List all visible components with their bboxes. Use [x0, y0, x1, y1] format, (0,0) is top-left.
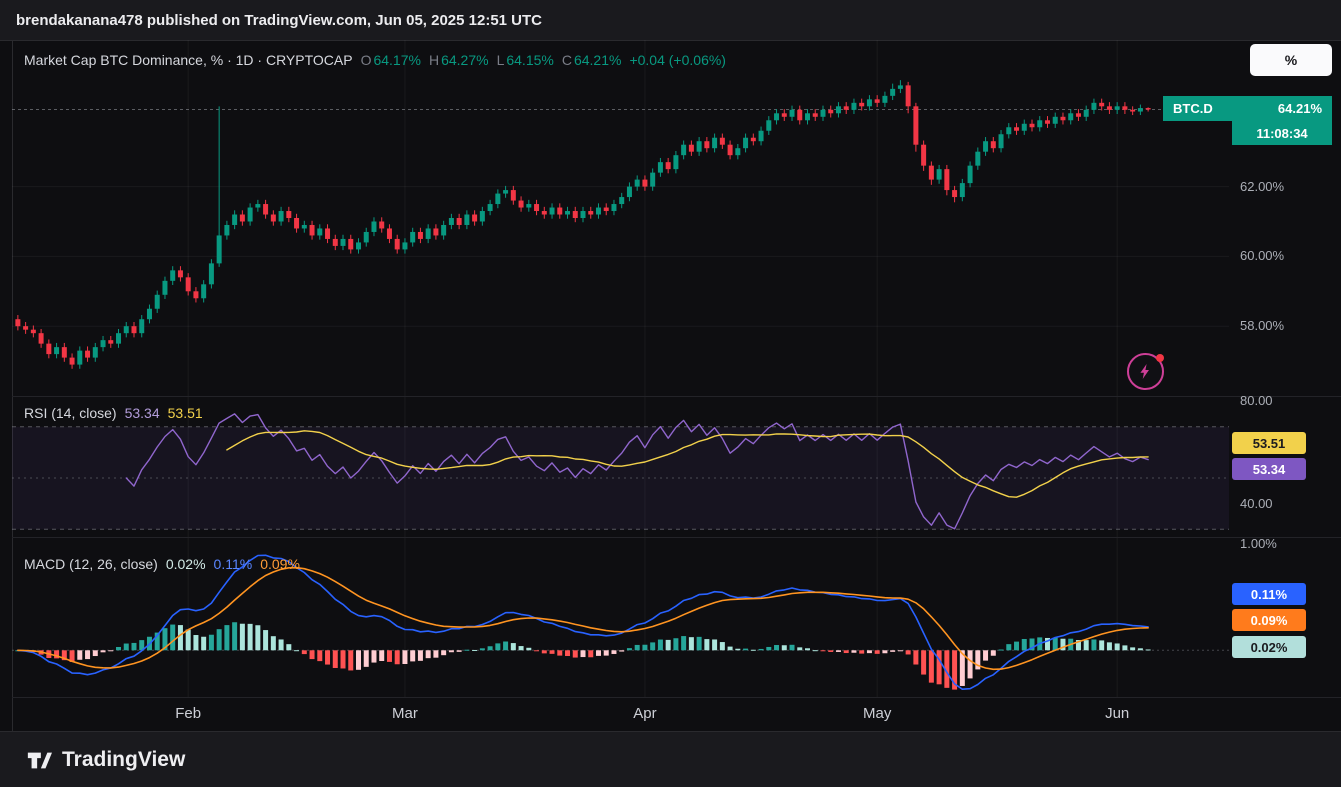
macd-legend-macd-value: 0.11%	[213, 556, 253, 572]
macd-tick: 1.00%	[1240, 536, 1277, 552]
macd-signal-badge: 0.09%	[1232, 609, 1306, 632]
change-value: +0.04 (+0.06%)	[629, 52, 726, 68]
high-value: 64.27%	[441, 52, 489, 68]
macd-legend-title[interactable]: MACD (12, 26, close)	[24, 556, 158, 572]
rsi-legend-title[interactable]: RSI (14, close)	[24, 405, 117, 421]
price-legend: Market Cap BTC Dominance, % · 1D · CRYPT…	[24, 52, 726, 68]
time-axis[interactable]: Feb Mar Apr May Jun	[0, 697, 1341, 731]
attribution-text: brendakanana478 published on TradingView…	[16, 11, 543, 29]
time-axis-border	[12, 697, 1341, 698]
macd-legend-signal-value: 0.09%	[260, 556, 300, 572]
price-scale-unit-button[interactable]: %	[1250, 44, 1332, 76]
rsi-legend: RSI (14, close) 53.34 53.51	[24, 405, 203, 421]
price-legend-title[interactable]: Market Cap BTC Dominance, % · 1D · CRYPT…	[24, 52, 353, 68]
close-label: C	[561, 52, 572, 68]
attribution-bar: brendakanana478 published on TradingView…	[0, 0, 1341, 40]
close-value: 64.21%	[573, 52, 622, 68]
time-label-0: Feb	[175, 705, 202, 722]
symbol-badge: BTC.D 64.21%	[1163, 96, 1332, 122]
rsi-ma-badge: 53.51	[1232, 432, 1306, 455]
price-tick-0: 62.00%	[1240, 178, 1285, 194]
footer: TradingView	[0, 731, 1341, 787]
time-label-4: Jun	[1105, 705, 1130, 722]
rsi-legend-value: 53.34	[124, 405, 160, 421]
price-tick-2: 58.00%	[1240, 318, 1285, 334]
rsi-tick-0: 80.00	[1240, 393, 1273, 409]
macd-legend: MACD (12, 26, close) 0.02% 0.11% 0.09%	[24, 556, 300, 572]
macd-line-badge: 0.11%	[1232, 583, 1306, 606]
rsi-tick-1: 40.00	[1240, 495, 1273, 511]
rsi-value-badge: 53.34	[1232, 458, 1306, 481]
price-tick-1: 60.00%	[1240, 248, 1285, 264]
chart-left-border	[12, 40, 13, 731]
high-label: H	[428, 52, 440, 68]
time-label-2: Apr	[633, 705, 657, 722]
open-label: O	[360, 52, 372, 68]
time-label-1: Mar	[392, 705, 418, 722]
low-value: 64.15%	[506, 52, 554, 68]
pane-divider-rsi[interactable]	[12, 396, 1341, 397]
tradingview-logo[interactable]	[26, 747, 52, 773]
pane-divider-macd[interactable]	[12, 537, 1341, 538]
symbol-badge-name: BTC.D	[1173, 101, 1213, 117]
chart-canvas[interactable]	[12, 40, 1229, 697]
brand-name: TradingView	[62, 747, 186, 771]
open-value: 64.17%	[373, 52, 421, 68]
rsi-legend-ma-value: 53.51	[167, 405, 203, 421]
low-label: L	[496, 52, 505, 68]
lightning-icon	[1136, 362, 1155, 381]
macd-legend-hist-value: 0.02%	[165, 556, 206, 572]
symbol-countdown: 11:08:34	[1232, 121, 1332, 146]
macd-hist-badge: 0.02%	[1232, 636, 1306, 659]
chart-background	[0, 40, 1341, 731]
symbol-badge-price: 64.21%	[1277, 101, 1322, 117]
flash-icon-button[interactable]	[1127, 353, 1164, 390]
time-label-3: May	[863, 705, 892, 722]
